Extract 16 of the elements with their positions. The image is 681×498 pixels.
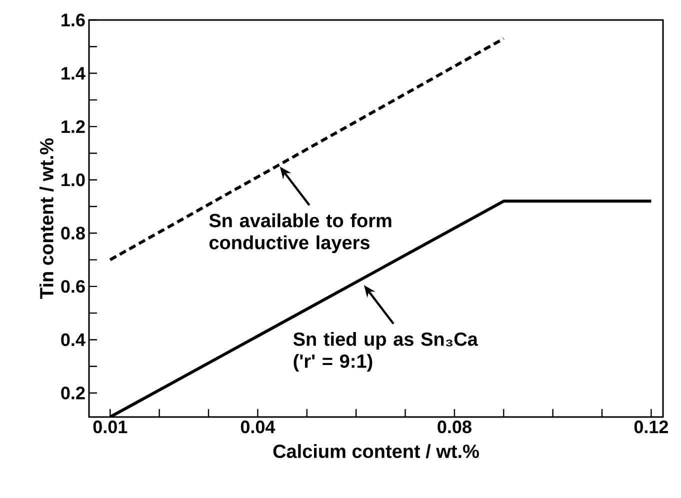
y-tick-label: 0.8 [61,226,85,240]
x-tick-label: 0.01 [93,420,128,434]
x-tick-label: 0.08 [438,420,472,434]
y-axis-title: Tin content / wt.% [39,138,54,299]
x-tick-label: 0.12 [634,420,668,434]
y-tick-label: 1.4 [62,67,86,80]
x-axis-title: Calcium content / wt.% [273,444,479,458]
y-tick-label: 0.4 [61,333,86,346]
y-tick-label: 0.2 [61,386,85,400]
annotation: Sn available to form conductive layers [209,213,392,254]
y-tick-label: 1.6 [62,14,85,26]
annotation: Sn tied up as Sn₃Ca ('r' = 9:1) [293,332,478,372]
y-tick-label: 0.6 [61,280,85,293]
y-tick-label: 1.2 [62,120,85,133]
x-tick-label: 0.04 [240,420,276,434]
y-tick-label: 1.0 [62,173,85,186]
